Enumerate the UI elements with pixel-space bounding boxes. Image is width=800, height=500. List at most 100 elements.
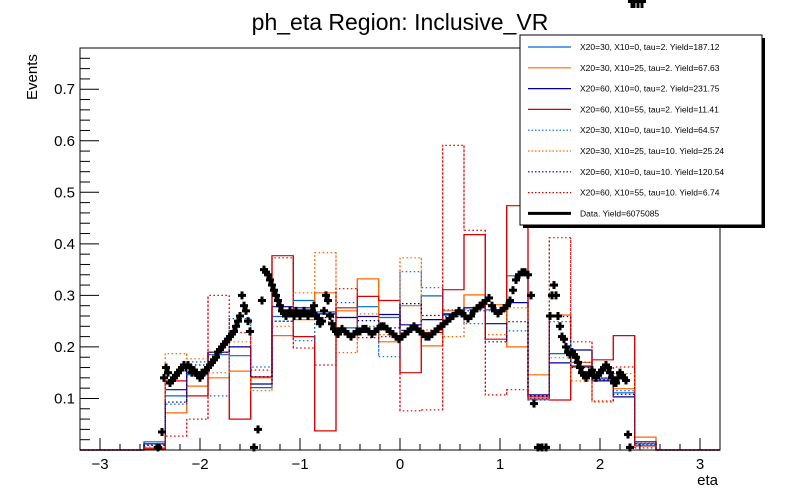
data-point [392, 332, 400, 341]
x-tick-label: −1 [291, 456, 308, 473]
y-tick-label: 0.1 [54, 390, 75, 407]
data-point [482, 296, 490, 305]
data-point [341, 327, 349, 336]
legend-entry: Data. Yield=6075085 [528, 208, 659, 218]
data-point [158, 427, 166, 436]
data-point [568, 348, 576, 357]
data-point [542, 443, 550, 452]
legend-label: X20=60, X10=0, tau=2. Yield=231.75 [580, 84, 720, 94]
data-point [550, 281, 558, 290]
data-point [304, 312, 312, 320]
data-point [413, 324, 421, 333]
legend-label: X20=60, X10=55, tau=2. Yield=11.41 [580, 104, 719, 114]
data-point [404, 327, 412, 336]
data-point [574, 358, 582, 367]
y-tick-label: 0.5 [54, 184, 75, 201]
legend: X20=30, X10=0, tau=2. Yield=187.12 X20=30… [519, 34, 765, 228]
data-point [473, 304, 481, 313]
legend-entry: X20=60, X10=55, tau=2. Yield=11.41 [528, 104, 719, 114]
data-point [554, 312, 562, 320]
data-point [316, 319, 324, 328]
data-point [588, 366, 596, 375]
data-point [222, 337, 230, 346]
data-point [620, 373, 628, 382]
data-point [596, 368, 604, 377]
legend-label: X20=60, X10=0, tau=10. Yield=120.54 [580, 167, 724, 177]
data-point [232, 322, 240, 331]
data-point [582, 373, 590, 382]
data-point [220, 340, 228, 349]
data-point [272, 291, 280, 300]
data-point [494, 309, 502, 318]
data-point [530, 399, 538, 408]
data-point [356, 327, 364, 336]
data-point [194, 371, 202, 380]
data-point [509, 286, 517, 295]
data-point [202, 366, 210, 375]
data-point [626, 443, 634, 452]
data-point [254, 425, 262, 434]
data-point [622, 376, 630, 385]
data-point [162, 363, 170, 372]
data-point [292, 306, 300, 315]
data-point [288, 309, 296, 318]
y-tick-label: 0.3 [54, 287, 75, 304]
data-point [218, 342, 226, 351]
data-point [419, 330, 427, 339]
data-point [168, 376, 176, 385]
data-point [470, 306, 478, 315]
legend-entry: X20=30, X10=25, tau=2. Yield=67.63 [528, 63, 720, 73]
data-point [398, 332, 406, 341]
y-tick-label: 0.7 [54, 81, 75, 98]
data-point [562, 342, 570, 351]
data-point [606, 368, 614, 377]
data-point [300, 306, 308, 315]
data-point [380, 322, 388, 331]
data-point [506, 296, 514, 305]
data-point [584, 371, 592, 380]
data-point [624, 430, 632, 439]
data-point [246, 327, 254, 336]
data-point [407, 324, 415, 333]
y-axis-label: Events [24, 54, 41, 100]
data-point [204, 363, 212, 372]
x-axis: −3 −2 −1 0 1 2 3 [79, 438, 721, 473]
data-point [485, 293, 493, 302]
x-tick-label: 0 [396, 456, 404, 473]
data-point [503, 301, 511, 310]
legend-label: X20=30, X10=0, tau=10. Yield=64.57 [580, 125, 720, 135]
data-point [172, 371, 180, 380]
data-point [238, 291, 246, 300]
legend-label: Data. Yield=6075085 [580, 208, 659, 218]
data-point [434, 324, 442, 333]
data-point [428, 330, 436, 339]
data-point [602, 360, 610, 369]
data-point [192, 368, 200, 377]
data-point [338, 324, 346, 333]
data-point [479, 299, 487, 308]
data-point [638, 0, 646, 8]
x-tick-label: −3 [91, 456, 108, 473]
data-point [570, 350, 578, 359]
data-point [556, 322, 564, 331]
data-point [290, 312, 298, 320]
data-point [174, 368, 182, 377]
data-point [401, 330, 409, 339]
data-point [276, 301, 284, 310]
data-point [228, 330, 236, 339]
data-point [216, 345, 224, 354]
data-point [200, 368, 208, 377]
y-tick-label: 0.4 [54, 236, 75, 253]
data-point [515, 270, 523, 279]
data-point [206, 360, 214, 369]
data-point [176, 366, 184, 375]
data-point [368, 330, 376, 339]
data-point [344, 330, 352, 339]
chart-title: ph_eta Region: Inclusive_VR [252, 9, 549, 35]
data-point [604, 363, 612, 372]
x-axis-label: eta [697, 472, 719, 489]
data-point [286, 306, 294, 315]
data-point [608, 373, 616, 382]
data-point [572, 353, 580, 362]
data-point [164, 368, 172, 377]
